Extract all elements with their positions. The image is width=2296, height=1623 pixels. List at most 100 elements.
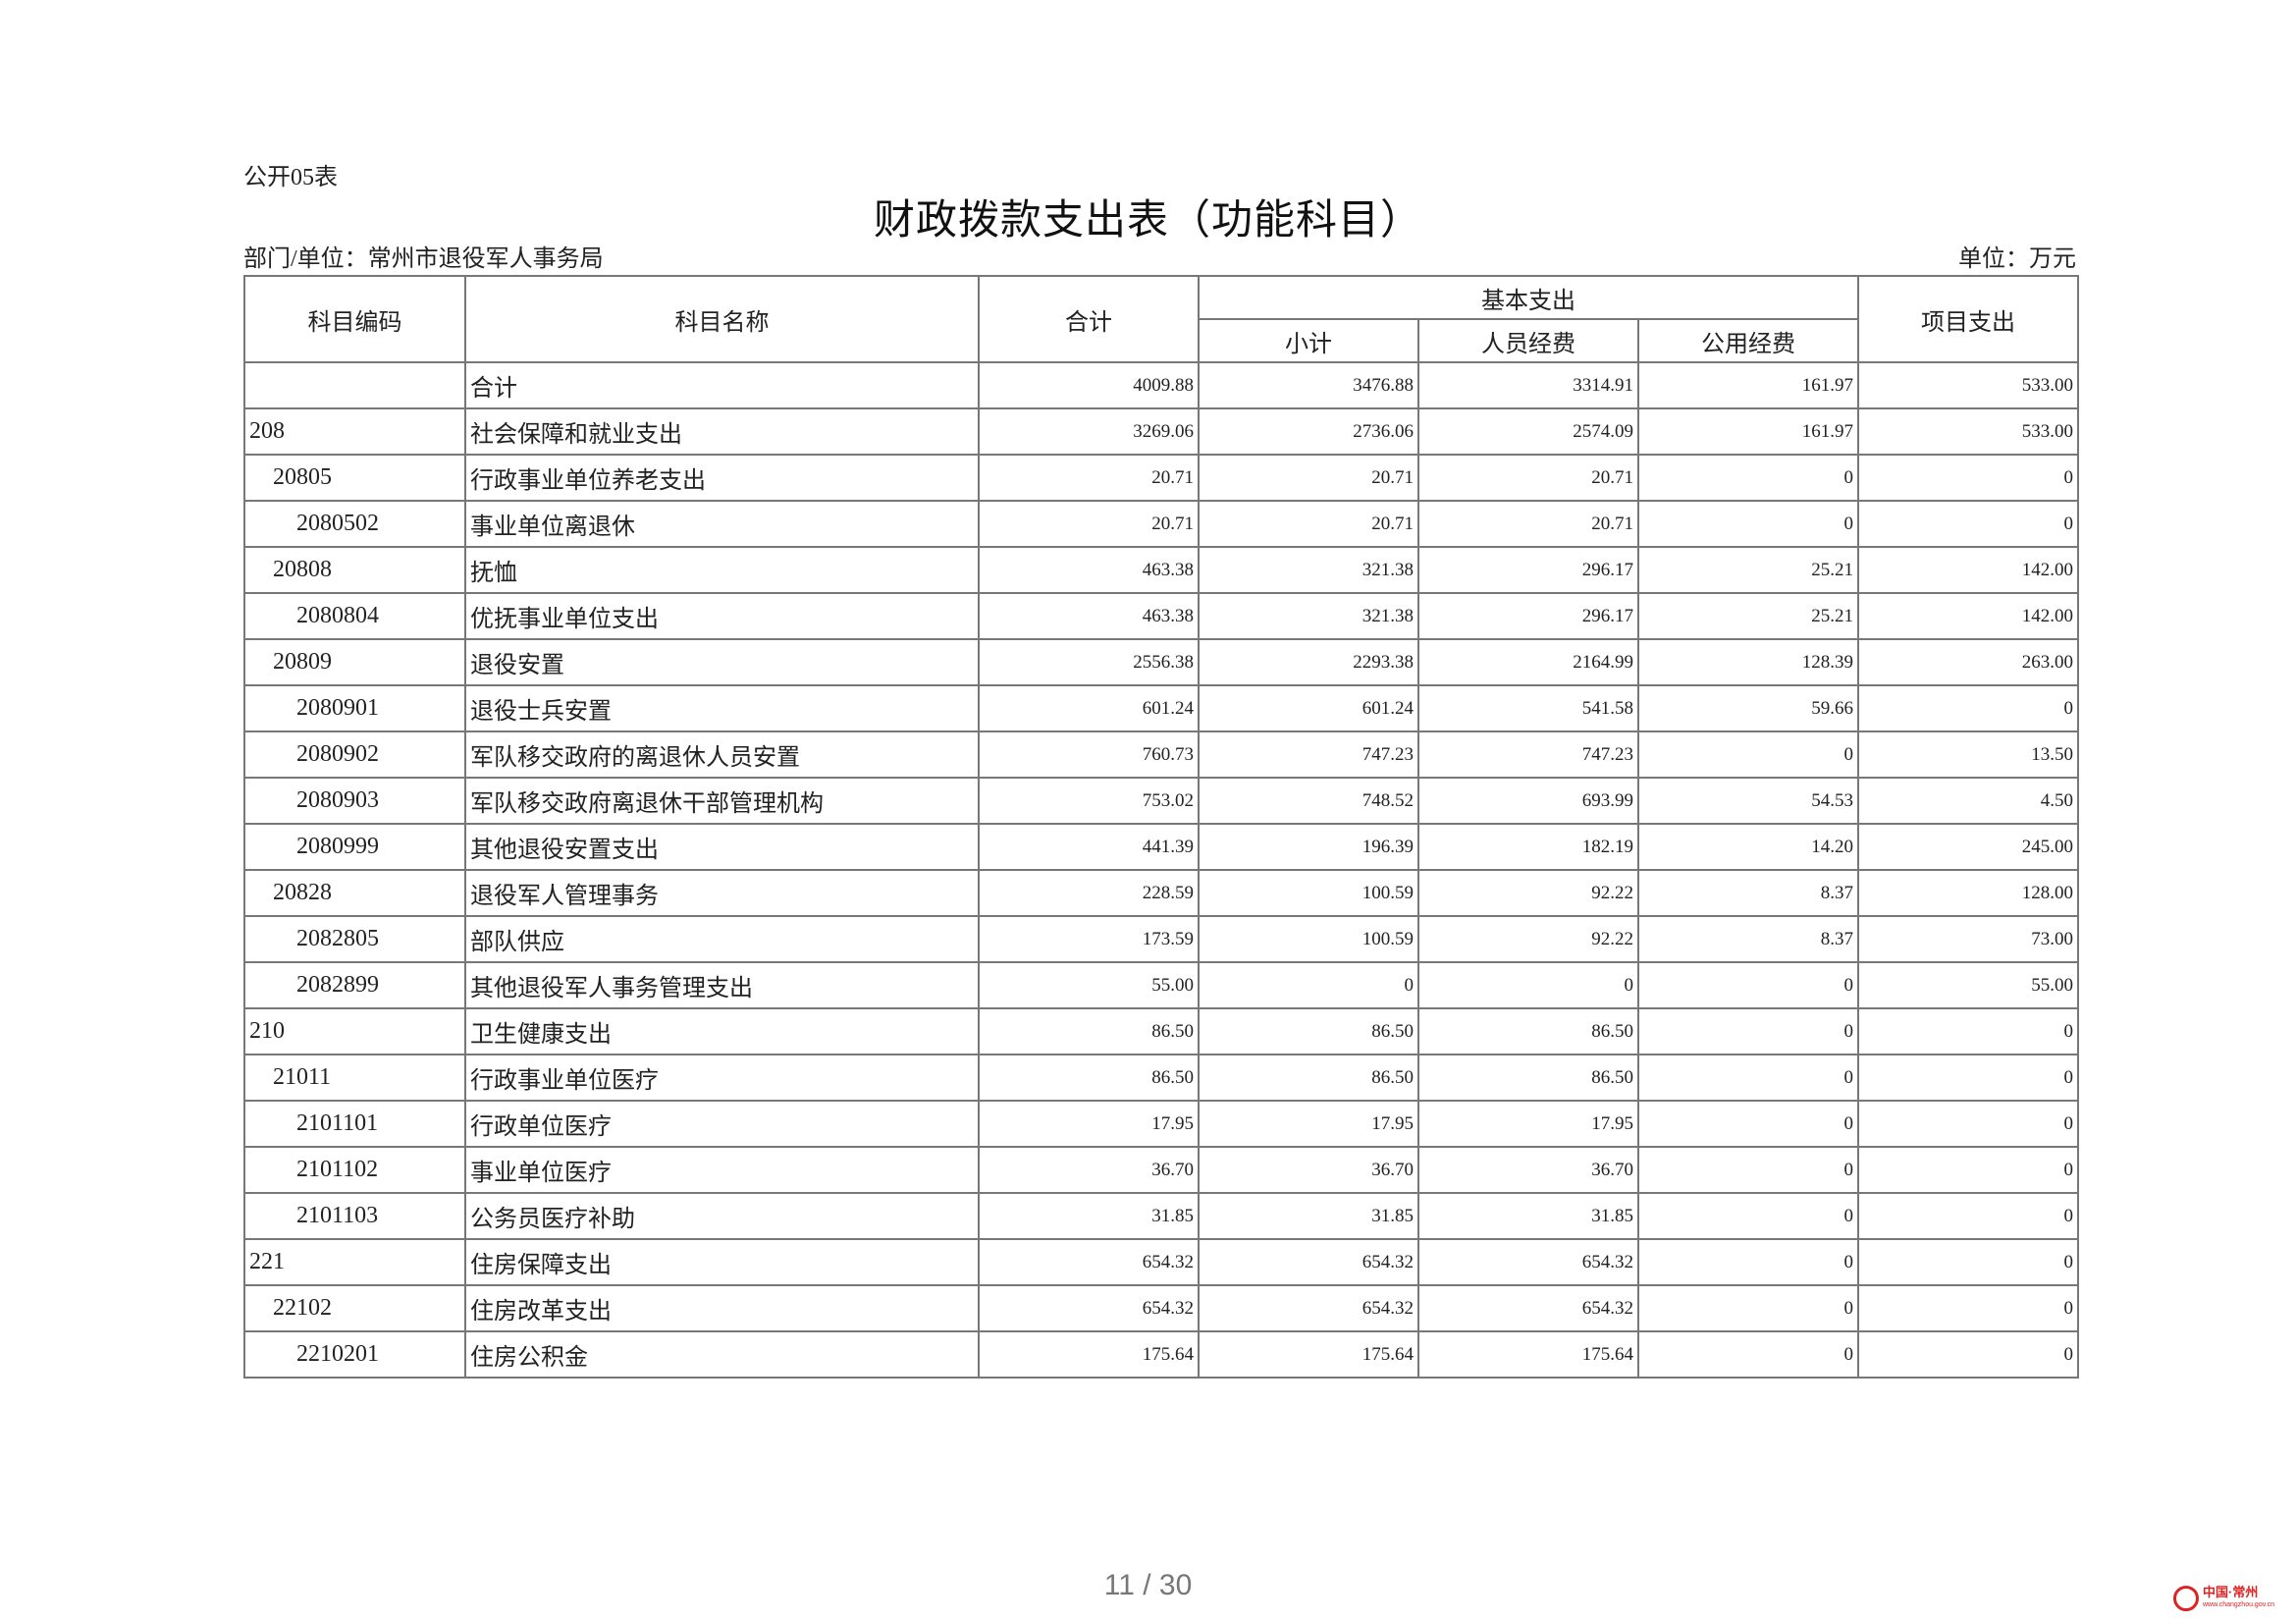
cell-name: 住房公积金 xyxy=(464,1330,980,1379)
cell-total: 36.70 xyxy=(978,1146,1200,1194)
cell-personnel: 0 xyxy=(1417,961,1639,1009)
cell-personnel: 654.32 xyxy=(1417,1238,1639,1286)
cell-project: 0 xyxy=(1857,500,2080,548)
cell-subtotal: 2293.38 xyxy=(1198,638,1419,686)
cell-personnel: 3314.91 xyxy=(1417,361,1639,409)
cell-project: 263.00 xyxy=(1857,638,2080,686)
cell-total: 760.73 xyxy=(978,730,1200,779)
table-row: 2080903 军队移交政府离退休干部管理机构 753.02 748.52 693.99… xyxy=(243,777,2080,825)
cell-code: 20828 xyxy=(243,869,466,917)
cell-name: 军队移交政府离退休干部管理机构 xyxy=(464,777,980,825)
header-personnel: 人员经费 xyxy=(1417,318,1639,363)
logo-text: 中国·常州 www.changzhou.gov.cn xyxy=(2203,1585,2275,1608)
cell-public: 0 xyxy=(1636,961,1860,1009)
table-row: 2080902 军队移交政府的离退休人员安置 760.73 747.23 747.23 0… xyxy=(243,730,2080,779)
cell-subtotal: 2736.06 xyxy=(1198,407,1419,456)
cell-code: 208 xyxy=(243,407,466,456)
cell-total: 31.85 xyxy=(978,1192,1200,1240)
cell-project: 533.00 xyxy=(1857,361,2080,409)
cell-name: 事业单位离退休 xyxy=(464,500,980,548)
header-project: 项目支出 xyxy=(1857,275,2080,363)
table-row: 21011 行政事业单位医疗 86.50 86.50 86.50 0 0 xyxy=(243,1054,2080,1102)
cell-total: 175.64 xyxy=(978,1330,1200,1379)
cell-project: 0 xyxy=(1857,454,2080,502)
cell-total: 4009.88 xyxy=(978,361,1200,409)
cell-public: 0 xyxy=(1636,1284,1860,1332)
cell-name: 退役安置 xyxy=(464,638,980,686)
cell-personnel: 92.22 xyxy=(1417,869,1639,917)
cell-personnel: 296.17 xyxy=(1417,592,1639,640)
cell-total: 86.50 xyxy=(978,1054,1200,1102)
cell-subtotal: 654.32 xyxy=(1198,1238,1419,1286)
cell-subtotal: 86.50 xyxy=(1198,1007,1419,1055)
cell-project: 0 xyxy=(1857,1100,2080,1148)
table-row: 2101103 公务员医疗补助 31.85 31.85 31.85 0 0 xyxy=(243,1192,2080,1240)
cell-total: 228.59 xyxy=(978,869,1200,917)
table-row: 2210201 住房公积金 175.64 175.64 175.64 0 0 xyxy=(243,1330,2080,1379)
cell-code: 2082805 xyxy=(243,915,466,963)
cell-personnel: 654.32 xyxy=(1417,1284,1639,1332)
cell-project: 142.00 xyxy=(1857,592,2080,640)
cell-code: 21011 xyxy=(243,1054,466,1102)
cell-name: 公务员医疗补助 xyxy=(464,1192,980,1240)
header-public: 公用经费 xyxy=(1636,318,1860,363)
cell-subtotal: 747.23 xyxy=(1198,730,1419,779)
cell-name: 抚恤 xyxy=(464,546,980,594)
table-row: 2080901 退役士兵安置 601.24 601.24 541.58 59.66 0 xyxy=(243,684,2080,732)
cell-code: 22102 xyxy=(243,1284,466,1332)
header-code: 科目编码 xyxy=(243,275,466,363)
cell-public: 0 xyxy=(1636,1054,1860,1102)
cell-personnel: 31.85 xyxy=(1417,1192,1639,1240)
header-basic: 基本支出 xyxy=(1197,275,1860,320)
cell-name: 其他退役军人事务管理支出 xyxy=(464,961,980,1009)
table-row: 20805 行政事业单位养老支出 20.71 20.71 20.71 0 0 xyxy=(243,454,2080,502)
table-row: 20828 退役军人管理事务 228.59 100.59 92.22 8.37 128.00 xyxy=(243,869,2080,917)
cell-name: 退役军人管理事务 xyxy=(464,869,980,917)
cell-code: 20805 xyxy=(243,454,466,502)
table-row: 210 卫生健康支出 86.50 86.50 86.50 0 0 xyxy=(243,1007,2080,1055)
cell-total: 20.71 xyxy=(978,500,1200,548)
cell-subtotal: 20.71 xyxy=(1198,500,1419,548)
cell-code: 2080804 xyxy=(243,592,466,640)
cell-project: 0 xyxy=(1857,1238,2080,1286)
unit-label: 单位：万元 xyxy=(1958,246,2076,272)
cell-subtotal: 86.50 xyxy=(1198,1054,1419,1102)
cell-name: 部队供应 xyxy=(464,915,980,963)
cell-project: 73.00 xyxy=(1857,915,2080,963)
cell-project: 0 xyxy=(1857,1330,2080,1379)
cell-public: 0 xyxy=(1636,1007,1860,1055)
table-row: 2080502 事业单位离退休 20.71 20.71 20.71 0 0 xyxy=(243,500,2080,548)
cell-project: 0 xyxy=(1857,1007,2080,1055)
cell-personnel: 2574.09 xyxy=(1417,407,1639,456)
table-row: 208 社会保障和就业支出 3269.06 2736.06 2574.09 161.97 5… xyxy=(243,407,2080,456)
cell-personnel: 20.71 xyxy=(1417,454,1639,502)
cell-name: 退役士兵安置 xyxy=(464,684,980,732)
cell-code: 2080999 xyxy=(243,823,466,871)
table-row: 20809 退役安置 2556.38 2293.38 2164.99 128.39 263.… xyxy=(243,638,2080,686)
cell-name: 住房保障支出 xyxy=(464,1238,980,1286)
expenditure-table: 科目编码 科目名称 合计 基本支出 项目支出 小计 人员经费 公用经费 合计 40… xyxy=(243,275,2080,1379)
cell-personnel: 693.99 xyxy=(1417,777,1639,825)
cell-public: 54.53 xyxy=(1636,777,1860,825)
cell-name: 行政单位医疗 xyxy=(464,1100,980,1148)
cell-total: 17.95 xyxy=(978,1100,1200,1148)
cell-public: 0 xyxy=(1636,1100,1860,1148)
table-row: 2080999 其他退役安置支出 441.39 196.39 182.19 14.20 24… xyxy=(243,823,2080,871)
page-title: 财政拨款支出表（功能科目） xyxy=(873,198,1422,243)
cell-personnel: 20.71 xyxy=(1417,500,1639,548)
cell-public: 8.37 xyxy=(1636,915,1860,963)
cell-code xyxy=(243,361,466,409)
page-indicator: 11 / 30 xyxy=(1103,1569,1193,1601)
cell-name: 优抚事业单位支出 xyxy=(464,592,980,640)
cell-project: 142.00 xyxy=(1857,546,2080,594)
cell-personnel: 86.50 xyxy=(1417,1007,1639,1055)
cell-total: 20.71 xyxy=(978,454,1200,502)
table-row: 221 住房保障支出 654.32 654.32 654.32 0 0 xyxy=(243,1238,2080,1286)
cell-subtotal: 100.59 xyxy=(1198,869,1419,917)
cell-total: 86.50 xyxy=(978,1007,1200,1055)
cell-subtotal: 17.95 xyxy=(1198,1100,1419,1148)
cell-subtotal: 196.39 xyxy=(1198,823,1419,871)
cell-total: 654.32 xyxy=(978,1238,1200,1286)
cell-name: 军队移交政府的离退休人员安置 xyxy=(464,730,980,779)
cell-subtotal: 20.71 xyxy=(1198,454,1419,502)
